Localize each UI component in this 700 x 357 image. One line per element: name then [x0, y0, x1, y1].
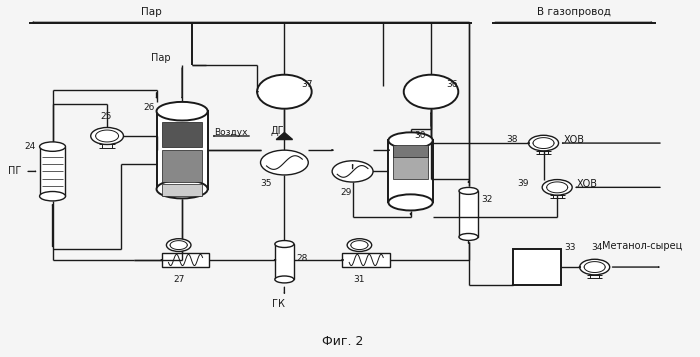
Text: 24: 24 — [24, 142, 35, 151]
Ellipse shape — [275, 241, 294, 247]
Ellipse shape — [257, 75, 312, 109]
Bar — [275, 244, 294, 280]
Bar — [157, 111, 208, 189]
Text: ПГ: ПГ — [8, 166, 22, 176]
Text: Воздух: Воздух — [214, 128, 248, 137]
Bar — [162, 184, 202, 196]
Bar — [162, 150, 202, 182]
Text: Фиг. 2: Фиг. 2 — [322, 335, 363, 348]
Bar — [342, 253, 390, 267]
Text: ГК: ГК — [272, 299, 285, 309]
Ellipse shape — [389, 194, 433, 211]
Text: 29: 29 — [340, 188, 351, 197]
Circle shape — [347, 239, 372, 251]
Circle shape — [528, 135, 559, 151]
Polygon shape — [276, 132, 293, 140]
Ellipse shape — [157, 102, 208, 121]
Text: 30: 30 — [414, 131, 426, 141]
Text: Метанол-сырец: Метанол-сырец — [601, 241, 682, 251]
Ellipse shape — [459, 233, 478, 240]
Circle shape — [167, 239, 191, 251]
Ellipse shape — [40, 142, 66, 151]
Ellipse shape — [157, 180, 208, 198]
Text: 27: 27 — [173, 275, 184, 284]
Circle shape — [260, 150, 308, 175]
Bar — [389, 140, 433, 202]
Ellipse shape — [389, 132, 433, 149]
Text: 34: 34 — [592, 243, 603, 252]
Bar — [393, 145, 428, 157]
Ellipse shape — [275, 276, 294, 283]
Bar — [393, 147, 428, 178]
Circle shape — [542, 180, 572, 195]
Text: ДГ: ДГ — [271, 126, 284, 136]
Text: 32: 32 — [481, 195, 492, 204]
Text: 33: 33 — [564, 243, 575, 252]
Text: Пар: Пар — [141, 7, 162, 17]
Text: 36: 36 — [446, 80, 458, 89]
Text: ХОВ: ХОВ — [564, 135, 585, 145]
Bar — [162, 253, 209, 267]
Circle shape — [580, 259, 610, 275]
Text: 31: 31 — [354, 275, 365, 284]
Ellipse shape — [459, 187, 478, 194]
Text: 25: 25 — [100, 112, 111, 121]
Text: 26: 26 — [143, 103, 154, 112]
Text: Пар: Пар — [151, 53, 171, 63]
Circle shape — [332, 161, 373, 182]
Ellipse shape — [40, 191, 66, 201]
Ellipse shape — [404, 75, 458, 109]
Text: В газопровод: В газопровод — [538, 7, 611, 17]
Text: 35: 35 — [260, 179, 272, 188]
Text: 37: 37 — [302, 80, 313, 89]
Text: 38: 38 — [506, 135, 517, 144]
Bar — [162, 122, 202, 147]
Bar — [513, 249, 561, 285]
Text: 28: 28 — [297, 254, 308, 263]
Text: ХОВ: ХОВ — [576, 179, 597, 189]
Circle shape — [91, 127, 123, 145]
Bar — [40, 147, 66, 196]
Bar — [459, 191, 478, 237]
Text: 39: 39 — [517, 179, 529, 188]
